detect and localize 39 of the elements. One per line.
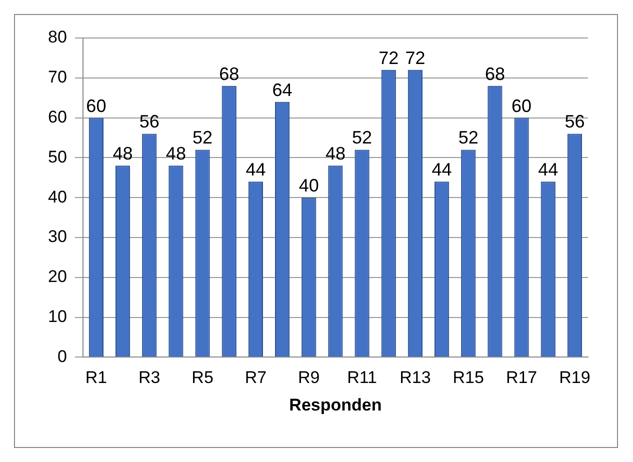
data-label: 48 [325, 144, 346, 164]
data-label: 56 [564, 112, 585, 132]
y-tick-label: 60 [48, 107, 67, 126]
y-tick-label: 50 [48, 147, 67, 166]
data-label: 48 [166, 144, 186, 164]
data-label: 40 [298, 176, 319, 196]
data-label: 64 [272, 80, 292, 100]
y-tick-label: 10 [48, 306, 67, 326]
data-label: 52 [192, 128, 213, 148]
data-label: 56 [139, 112, 160, 132]
x-tick-label: R17 [506, 368, 538, 388]
x-tick-label: R3 [138, 368, 160, 388]
y-tick-label: 40 [48, 187, 67, 206]
data-label: 44 [246, 160, 266, 180]
x-axis-title: Responden [289, 395, 382, 414]
x-tick-label: R11 [347, 368, 378, 388]
x-tick-label: R15 [452, 368, 484, 388]
y-tick-label: 80 [48, 28, 67, 47]
y-tick-label: 0 [57, 346, 67, 366]
x-tick-label: R5 [192, 368, 214, 388]
y-tick-label: 30 [48, 227, 67, 246]
data-label: 52 [458, 128, 478, 148]
data-label: 44 [432, 160, 452, 180]
data-label: 60 [512, 96, 532, 116]
data-label: 44 [538, 160, 558, 180]
x-tick-label: R19 [559, 368, 590, 388]
x-tick-label: R1 [85, 368, 108, 388]
x-tick-label: R13 [400, 368, 431, 388]
data-label: 60 [86, 96, 106, 116]
data-label: 72 [378, 48, 399, 68]
x-tick-label: R7 [244, 368, 267, 388]
data-label: 68 [484, 64, 505, 84]
y-tick-label: 70 [48, 68, 67, 87]
data-label: 48 [112, 144, 133, 164]
x-tick-label: R9 [298, 368, 320, 388]
y-tick-label: 20 [48, 267, 67, 286]
data-label: 72 [405, 48, 426, 68]
data-label: 68 [219, 64, 240, 84]
data-label: 52 [352, 128, 372, 148]
